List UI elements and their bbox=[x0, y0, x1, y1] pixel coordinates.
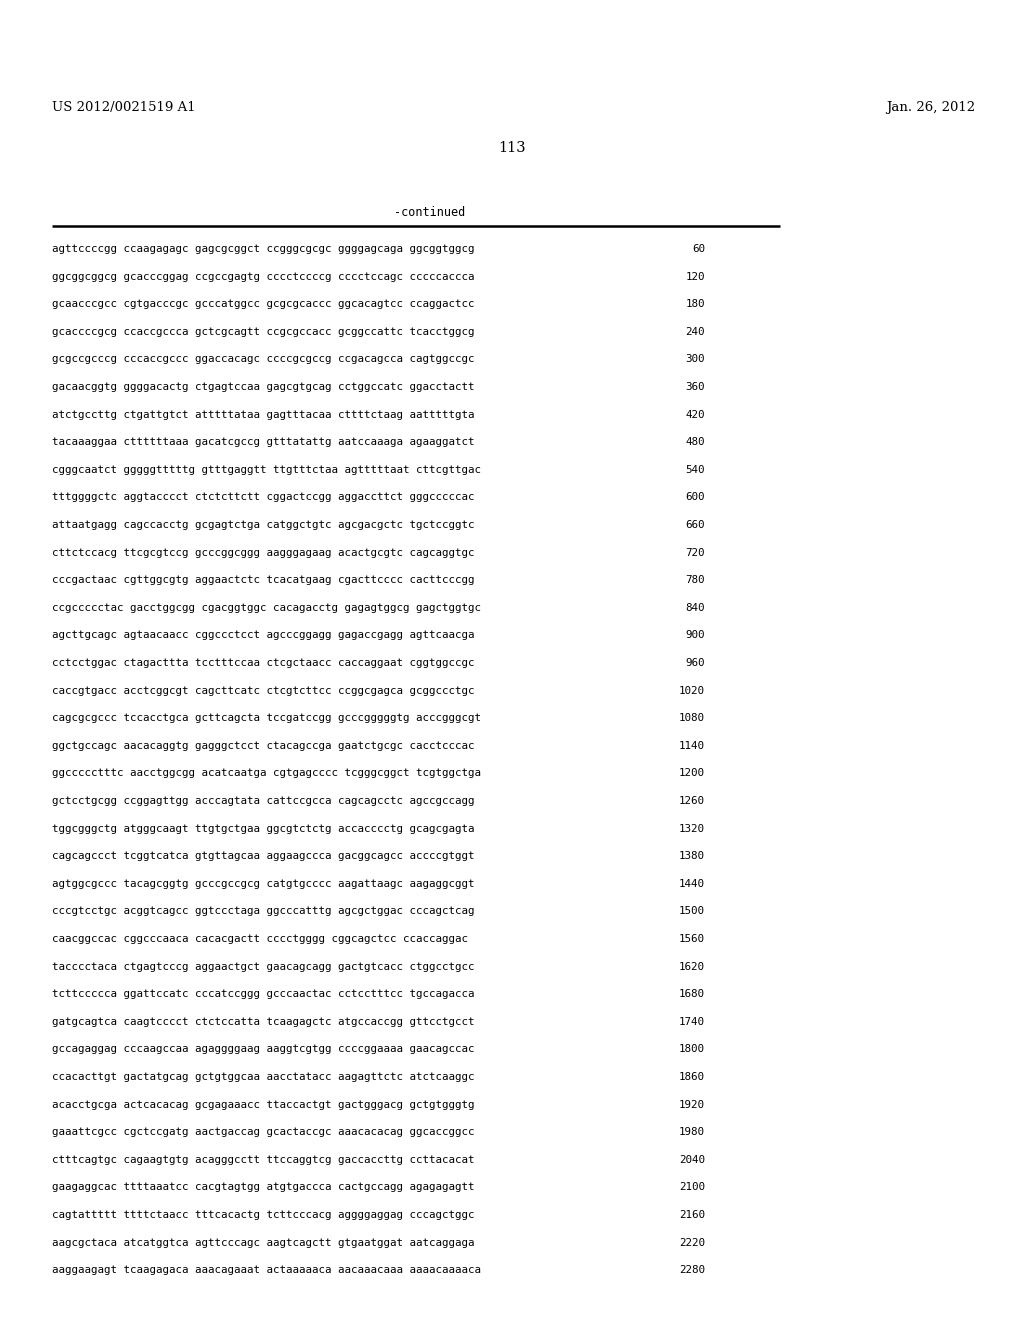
Text: 1800: 1800 bbox=[679, 1044, 705, 1055]
Text: aaggaagagt tcaagagaca aaacagaaat actaaaaaca aacaaacaaa aaaacaaaaca: aaggaagagt tcaagagaca aaacagaaat actaaaa… bbox=[52, 1265, 481, 1275]
Text: tttggggctc aggtacccct ctctcttctt cggactccgg aggaccttct gggcccccac: tttggggctc aggtacccct ctctcttctt cggactc… bbox=[52, 492, 474, 503]
Text: cagcgcgccc tccacctgca gcttcagcta tccgatccgg gcccgggggtg acccgggcgt: cagcgcgccc tccacctgca gcttcagcta tccgatc… bbox=[52, 713, 481, 723]
Text: 1920: 1920 bbox=[679, 1100, 705, 1110]
Text: 780: 780 bbox=[685, 576, 705, 585]
Text: cttctccacg ttcgcgtccg gcccggcggg aagggagaag acactgcgtc cagcaggtgc: cttctccacg ttcgcgtccg gcccggcggg aagggag… bbox=[52, 548, 474, 557]
Text: gaaattcgcc cgctccgatg aactgaccag gcactaccgc aaacacacag ggcaccggcc: gaaattcgcc cgctccgatg aactgaccag gcactac… bbox=[52, 1127, 474, 1138]
Text: gatgcagtca caagtcccct ctctccatta tcaagagctc atgccaccgg gttcctgcct: gatgcagtca caagtcccct ctctccatta tcaagag… bbox=[52, 1016, 474, 1027]
Text: 1740: 1740 bbox=[679, 1016, 705, 1027]
Text: 1020: 1020 bbox=[679, 685, 705, 696]
Text: cgggcaatct gggggtttttg gtttgaggtt ttgtttctaa agtttttaat cttcgttgac: cgggcaatct gggggtttttg gtttgaggtt ttgttt… bbox=[52, 465, 481, 475]
Text: agtggcgccc tacagcggtg gcccgccgcg catgtgcccc aagattaagc aagaggcggt: agtggcgccc tacagcggtg gcccgccgcg catgtgc… bbox=[52, 879, 474, 888]
Text: 480: 480 bbox=[685, 437, 705, 447]
Text: gctcctgcgg ccggagttgg acccagtata cattccgcca cagcagcctc agccgccagg: gctcctgcgg ccggagttgg acccagtata cattccg… bbox=[52, 796, 474, 807]
Text: ggccccctttc aacctggcgg acatcaatga cgtgagcccc tcgggcggct tcgtggctga: ggccccctttc aacctggcgg acatcaatga cgtgag… bbox=[52, 768, 481, 779]
Text: 900: 900 bbox=[685, 631, 705, 640]
Text: ggcggcggcg gcacccggag ccgccgagtg cccctccccg cccctccagc cccccaccca: ggcggcggcg gcacccggag ccgccgagtg cccctcc… bbox=[52, 272, 474, 281]
Text: 840: 840 bbox=[685, 603, 705, 612]
Text: caccgtgacc acctcggcgt cagcttcatc ctcgtcttcc ccggcgagca gcggccctgc: caccgtgacc acctcggcgt cagcttcatc ctcgtct… bbox=[52, 685, 474, 696]
Text: 1680: 1680 bbox=[679, 989, 705, 999]
Text: 300: 300 bbox=[685, 354, 705, 364]
Text: 540: 540 bbox=[685, 465, 705, 475]
Text: attaatgagg cagccacctg gcgagtctga catggctgtc agcgacgctc tgctccggtc: attaatgagg cagccacctg gcgagtctga catggct… bbox=[52, 520, 474, 531]
Text: 120: 120 bbox=[685, 272, 705, 281]
Text: 720: 720 bbox=[685, 548, 705, 557]
Text: ctttcagtgc cagaagtgtg acagggcctt ttccaggtcg gaccaccttg ccttacacat: ctttcagtgc cagaagtgtg acagggcctt ttccagg… bbox=[52, 1155, 474, 1164]
Text: tggcgggctg atgggcaagt ttgtgctgaa ggcgtctctg accacccctg gcagcgagta: tggcgggctg atgggcaagt ttgtgctgaa ggcgtct… bbox=[52, 824, 474, 834]
Text: 2280: 2280 bbox=[679, 1265, 705, 1275]
Text: 113: 113 bbox=[499, 141, 525, 154]
Text: 1500: 1500 bbox=[679, 907, 705, 916]
Text: tacccctaca ctgagtcccg aggaactgct gaacagcagg gactgtcacc ctggcctgcc: tacccctaca ctgagtcccg aggaactgct gaacagc… bbox=[52, 961, 474, 972]
Text: 180: 180 bbox=[685, 300, 705, 309]
Text: 600: 600 bbox=[685, 492, 705, 503]
Text: gcaacccgcc cgtgacccgc gcccatggcc gcgcgcaccc ggcacagtcc ccaggactcc: gcaacccgcc cgtgacccgc gcccatggcc gcgcgca… bbox=[52, 300, 474, 309]
Text: gcgccgcccg cccaccgccc ggaccacagc ccccgcgccg ccgacagcca cagtggccgc: gcgccgcccg cccaccgccc ggaccacagc ccccgcg… bbox=[52, 354, 474, 364]
Text: gcaccccgcg ccaccgccca gctcgcagtt ccgcgccacc gcggccattc tcacctggcg: gcaccccgcg ccaccgccca gctcgcagtt ccgcgcc… bbox=[52, 327, 474, 337]
Text: caacggccac cggcccaaca cacacgactt cccctgggg cggcagctcc ccaccaggac: caacggccac cggcccaaca cacacgactt cccctgg… bbox=[52, 935, 468, 944]
Text: 1140: 1140 bbox=[679, 741, 705, 751]
Text: 1080: 1080 bbox=[679, 713, 705, 723]
Text: 1200: 1200 bbox=[679, 768, 705, 779]
Text: cccgtcctgc acggtcagcc ggtccctaga ggcccatttg agcgctggac cccagctcag: cccgtcctgc acggtcagcc ggtccctaga ggcccat… bbox=[52, 907, 474, 916]
Text: 960: 960 bbox=[685, 657, 705, 668]
Text: Jan. 26, 2012: Jan. 26, 2012 bbox=[886, 102, 975, 115]
Text: acacctgcga actcacacag gcgagaaacc ttaccactgt gactgggacg gctgtgggtg: acacctgcga actcacacag gcgagaaacc ttaccac… bbox=[52, 1100, 474, 1110]
Text: ccacacttgt gactatgcag gctgtggcaa aacctatacc aagagttctc atctcaaggc: ccacacttgt gactatgcag gctgtggcaa aacctat… bbox=[52, 1072, 474, 1082]
Text: atctgccttg ctgattgtct atttttataa gagtttacaa cttttctaag aatttttgta: atctgccttg ctgattgtct atttttataa gagttta… bbox=[52, 409, 474, 420]
Text: tacaaaggaa cttttttaaa gacatcgccg gtttatattg aatccaaaga agaaggatct: tacaaaggaa cttttttaaa gacatcgccg gtttata… bbox=[52, 437, 474, 447]
Text: 1440: 1440 bbox=[679, 879, 705, 888]
Text: 1260: 1260 bbox=[679, 796, 705, 807]
Text: agcttgcagc agtaacaacc cggccctcct agcccggagg gagaccgagg agttcaacga: agcttgcagc agtaacaacc cggccctcct agcccgg… bbox=[52, 631, 474, 640]
Text: 1980: 1980 bbox=[679, 1127, 705, 1138]
Text: agttccccgg ccaagagagc gagcgcggct ccgggcgcgc ggggagcaga ggcggtggcg: agttccccgg ccaagagagc gagcgcggct ccgggcg… bbox=[52, 244, 474, 253]
Text: cagtattttt ttttctaacc tttcacactg tcttcccacg aggggaggag cccagctggc: cagtattttt ttttctaacc tttcacactg tcttccc… bbox=[52, 1210, 474, 1220]
Text: 360: 360 bbox=[685, 381, 705, 392]
Text: ggctgccagc aacacaggtg gagggctcct ctacagccga gaatctgcgc cacctcccac: ggctgccagc aacacaggtg gagggctcct ctacagc… bbox=[52, 741, 474, 751]
Text: 1380: 1380 bbox=[679, 851, 705, 861]
Text: 1860: 1860 bbox=[679, 1072, 705, 1082]
Text: 2160: 2160 bbox=[679, 1210, 705, 1220]
Text: -continued: -continued bbox=[394, 206, 466, 219]
Text: 420: 420 bbox=[685, 409, 705, 420]
Text: cccgactaac cgttggcgtg aggaactctc tcacatgaag cgacttcccc cacttcccgg: cccgactaac cgttggcgtg aggaactctc tcacatg… bbox=[52, 576, 474, 585]
Text: 1320: 1320 bbox=[679, 824, 705, 834]
Text: 2100: 2100 bbox=[679, 1183, 705, 1192]
Text: 660: 660 bbox=[685, 520, 705, 531]
Text: gccagaggag cccaagccaa agaggggaag aaggtcgtgg ccccggaaaa gaacagccac: gccagaggag cccaagccaa agaggggaag aaggtcg… bbox=[52, 1044, 474, 1055]
Text: 1620: 1620 bbox=[679, 961, 705, 972]
Text: 60: 60 bbox=[692, 244, 705, 253]
Text: gacaacggtg ggggacactg ctgagtccaa gagcgtgcag cctggccatc ggacctactt: gacaacggtg ggggacactg ctgagtccaa gagcgtg… bbox=[52, 381, 474, 392]
Text: 1560: 1560 bbox=[679, 935, 705, 944]
Text: gaagaggcac ttttaaatcc cacgtagtgg atgtgaccca cactgccagg agagagagtt: gaagaggcac ttttaaatcc cacgtagtgg atgtgac… bbox=[52, 1183, 474, 1192]
Text: US 2012/0021519 A1: US 2012/0021519 A1 bbox=[52, 102, 196, 115]
Text: cctcctggac ctagacttta tcctttccaa ctcgctaacc caccaggaat cggtggccgc: cctcctggac ctagacttta tcctttccaa ctcgcta… bbox=[52, 657, 474, 668]
Text: 2040: 2040 bbox=[679, 1155, 705, 1164]
Text: cagcagccct tcggtcatca gtgttagcaa aggaagccca gacggcagcc accccgtggt: cagcagccct tcggtcatca gtgttagcaa aggaagc… bbox=[52, 851, 474, 861]
Text: 2220: 2220 bbox=[679, 1238, 705, 1247]
Text: aagcgctaca atcatggtca agttcccagc aagtcagctt gtgaatggat aatcaggaga: aagcgctaca atcatggtca agttcccagc aagtcag… bbox=[52, 1238, 474, 1247]
Text: 240: 240 bbox=[685, 327, 705, 337]
Text: tcttccccca ggattccatc cccatccggg gcccaactac cctcctttcc tgccagacca: tcttccccca ggattccatc cccatccggg gcccaac… bbox=[52, 989, 474, 999]
Text: ccgccccctac gacctggcgg cgacggtggc cacagacctg gagagtggcg gagctggtgc: ccgccccctac gacctggcgg cgacggtggc cacaga… bbox=[52, 603, 481, 612]
